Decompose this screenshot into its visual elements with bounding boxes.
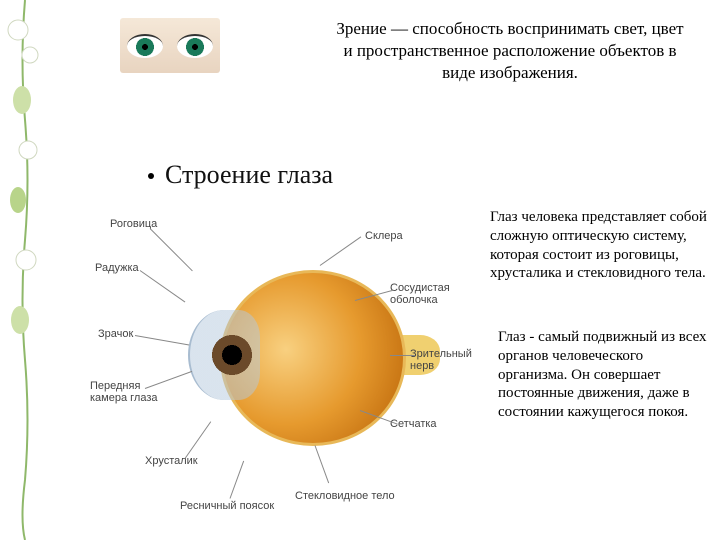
floral-border bbox=[0, 0, 50, 540]
label-iris: Радужка bbox=[95, 262, 139, 274]
label-pupil: Зрачок bbox=[98, 328, 133, 340]
cornea-shape bbox=[188, 310, 260, 400]
label-anterior-chamber: Передняя камера глаза bbox=[90, 380, 160, 404]
label-choroid: Сосудистая оболочка bbox=[390, 282, 460, 306]
eyes-photo bbox=[120, 18, 220, 73]
label-lens: Хрусталик bbox=[145, 455, 198, 467]
paragraph-2: Глаз - самый подвижный из всех органов ч… bbox=[498, 328, 708, 422]
section-title: Строение глаза bbox=[165, 160, 333, 190]
mini-eye-left bbox=[127, 34, 163, 58]
bullet-point bbox=[148, 173, 154, 179]
paragraph-1: Глаз человека представляет собой сложную… bbox=[490, 208, 710, 283]
label-sclera: Склера bbox=[365, 230, 403, 242]
label-optic-nerve: Зрительный нерв bbox=[410, 348, 480, 372]
label-vitreous: Стекловидное тело bbox=[295, 490, 395, 502]
mini-eye-right bbox=[177, 34, 213, 58]
intro-text: Зрение — способность воспринимать свет, … bbox=[330, 18, 690, 84]
label-ciliary-zonule: Ресничный поясок bbox=[180, 500, 274, 512]
eye-diagram: Роговица Радужка Зрачок Передняя камера … bbox=[90, 200, 460, 520]
